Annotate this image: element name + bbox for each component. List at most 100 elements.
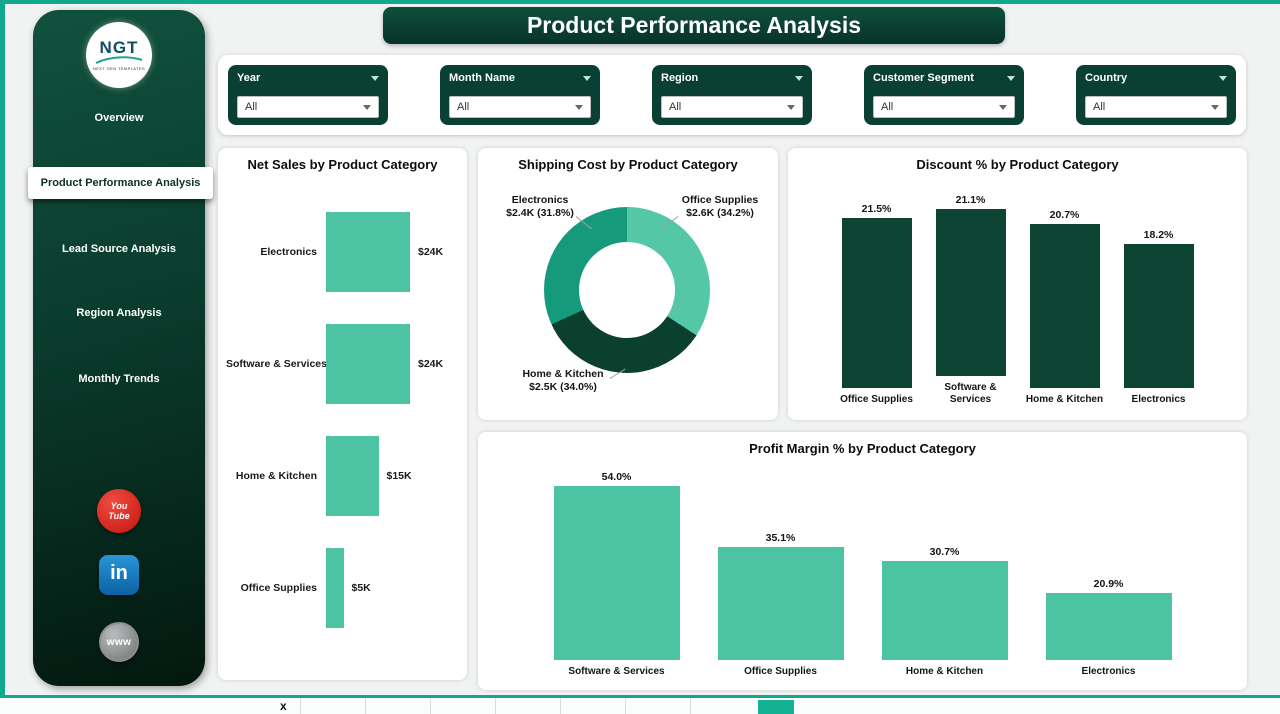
value-label: 18.2% xyxy=(1143,229,1174,242)
value-label: 20.9% xyxy=(1093,577,1124,590)
bar[interactable] xyxy=(717,546,844,660)
bar[interactable] xyxy=(935,209,1006,376)
category-label: Software & Services xyxy=(944,382,997,405)
bar[interactable] xyxy=(1045,592,1172,660)
ngt-logo: NGT NEXT GEN TEMPLATES xyxy=(86,22,152,88)
sidebar-item-monthly-trends[interactable]: Monthly Trends xyxy=(78,373,160,385)
column-divider xyxy=(365,698,366,714)
filter-year-dropdown[interactable]: All xyxy=(237,96,379,118)
profit-margin-card: Profit Margin % by Product Category 54.0… xyxy=(478,432,1247,690)
bar-column: 35.1% Office Supplies xyxy=(717,464,845,678)
net-sales-chart: Electronics $24K Software & Services $24K Ho… xyxy=(226,196,463,644)
net-sales-card: Net Sales by Product Category Electronic… xyxy=(218,148,467,680)
sidebar-item-overview[interactable]: Overview xyxy=(94,112,144,124)
filter-region-dropdown[interactable]: All xyxy=(661,96,803,118)
donut-hole xyxy=(579,242,675,338)
value-label: 54.0% xyxy=(601,471,632,483)
bar[interactable] xyxy=(553,486,680,660)
category-label: Home & Kitchen xyxy=(235,470,317,482)
filter-month-name-dropdown[interactable]: All xyxy=(449,96,591,118)
bar[interactable] xyxy=(326,436,379,516)
category-label: Electronics xyxy=(1131,394,1186,405)
filter-year-header[interactable]: Year xyxy=(237,72,379,84)
logo-swoosh-icon xyxy=(95,55,143,64)
bar-stack: 20.7% xyxy=(1029,196,1100,388)
sidebar-item-product-performance-analysis[interactable]: Product Performance Analysis xyxy=(28,167,213,199)
filter-label: Month Name xyxy=(449,72,515,84)
youtube-icon[interactable]: You Tube xyxy=(97,489,141,533)
donut-label-office-supplies: Office Supplies $2.6K (34.2%) xyxy=(664,194,776,220)
value-label: $24K xyxy=(418,246,444,258)
chart-title: Shipping Cost by Product Category xyxy=(518,157,738,172)
value-label: 35.1% xyxy=(765,531,796,544)
category-label: Software & Services xyxy=(226,358,327,370)
bar[interactable] xyxy=(326,324,410,404)
bar-row: Software & Services $24K xyxy=(226,324,463,404)
logo-subtext: NEXT GEN TEMPLATES xyxy=(92,65,146,71)
category-label: Electronics xyxy=(1081,666,1136,677)
sidebar-item-region-analysis[interactable]: Region Analysis xyxy=(76,307,162,319)
filter-value: All xyxy=(669,101,682,113)
filter-value: All xyxy=(881,101,894,113)
filter-region-header[interactable]: Region xyxy=(661,72,803,84)
bar[interactable] xyxy=(1029,224,1100,388)
filter-label: Country xyxy=(1085,72,1128,84)
value-label: 20.7% xyxy=(1049,209,1080,222)
top-accent-strip xyxy=(0,0,1280,4)
shipping-cost-donut[interactable] xyxy=(544,207,710,373)
bar-row: Electronics $24K xyxy=(226,212,463,292)
sheet-cell-label: x xyxy=(280,699,287,713)
bar-stack: 21.5% xyxy=(841,196,912,388)
bar[interactable] xyxy=(881,561,1008,660)
bar-row: Home & Kitchen $15K xyxy=(226,436,463,516)
column-divider xyxy=(300,698,301,714)
category-label: Software & Services xyxy=(568,666,665,677)
bar-stack: 30.7% xyxy=(881,464,1008,660)
youtube-icon-text: You xyxy=(110,501,128,511)
category-label: Electronics xyxy=(260,246,317,258)
chart-title: Net Sales by Product Category xyxy=(247,157,438,172)
page-title: Product Performance Analysis xyxy=(383,7,1005,44)
value-label: $24K xyxy=(418,358,444,370)
website-globe-icon[interactable]: www xyxy=(99,622,139,662)
bar[interactable] xyxy=(841,218,912,388)
bar-stack: 18.2% xyxy=(1123,196,1194,388)
filter-value: All xyxy=(245,101,258,113)
filter-country-dropdown[interactable]: All xyxy=(1085,96,1227,118)
chevron-down-icon xyxy=(363,104,371,110)
chart-title: Profit Margin % by Product Category xyxy=(749,441,976,456)
filter-month-name-header[interactable]: Month Name xyxy=(449,72,591,84)
logo-text: NGT xyxy=(99,37,139,57)
bar[interactable] xyxy=(1123,244,1194,388)
column-divider xyxy=(560,698,561,714)
bar-stack: 20.9% xyxy=(1045,464,1172,660)
bottom-sheet-strip: x xyxy=(0,698,1280,714)
linkedin-icon[interactable]: in xyxy=(99,555,139,595)
donut-label-electronics: Electronics $2.4K (31.8%) xyxy=(484,194,596,220)
profit-margin-chart: 54.0% Software & Services 35.1% Office Supp… xyxy=(478,464,1247,678)
bar-column: 21.1% Software & Services xyxy=(924,184,1018,406)
sidebar: NGT NEXT GEN TEMPLATES Overview Product … xyxy=(28,10,213,686)
value-label: 21.1% xyxy=(955,194,986,207)
bottom-accent-strip xyxy=(0,695,1280,698)
value-label: 30.7% xyxy=(929,546,960,559)
bar-column: 20.7% Home & Kitchen xyxy=(1018,196,1112,406)
discount-chart: 21.5% Office Supplies 21.1% Software & Serv… xyxy=(788,184,1247,406)
filter-month-name: Month Name All xyxy=(440,65,600,125)
chevron-down-icon xyxy=(795,75,803,81)
sidebar-item-lead-source-analysis[interactable]: Lead Source Analysis xyxy=(62,243,176,255)
bar-row: Office Supplies $5K xyxy=(226,548,463,628)
chevron-down-icon xyxy=(371,75,379,81)
category-label: Home & Kitchen xyxy=(1025,394,1104,405)
filter-customer-segment-dropdown[interactable]: All xyxy=(873,96,1015,118)
bar[interactable] xyxy=(326,212,410,292)
column-divider xyxy=(690,698,691,714)
bar-column: 20.9% Electronics xyxy=(1045,464,1173,678)
filter-country-header[interactable]: Country xyxy=(1085,72,1227,84)
value-label: $5K xyxy=(351,582,371,594)
chevron-down-icon xyxy=(1007,75,1015,81)
chevron-down-icon xyxy=(999,104,1007,110)
bar[interactable] xyxy=(326,548,344,628)
filter-customer-segment-header[interactable]: Customer Segment xyxy=(873,72,1015,84)
bottom-tab[interactable] xyxy=(758,700,794,714)
